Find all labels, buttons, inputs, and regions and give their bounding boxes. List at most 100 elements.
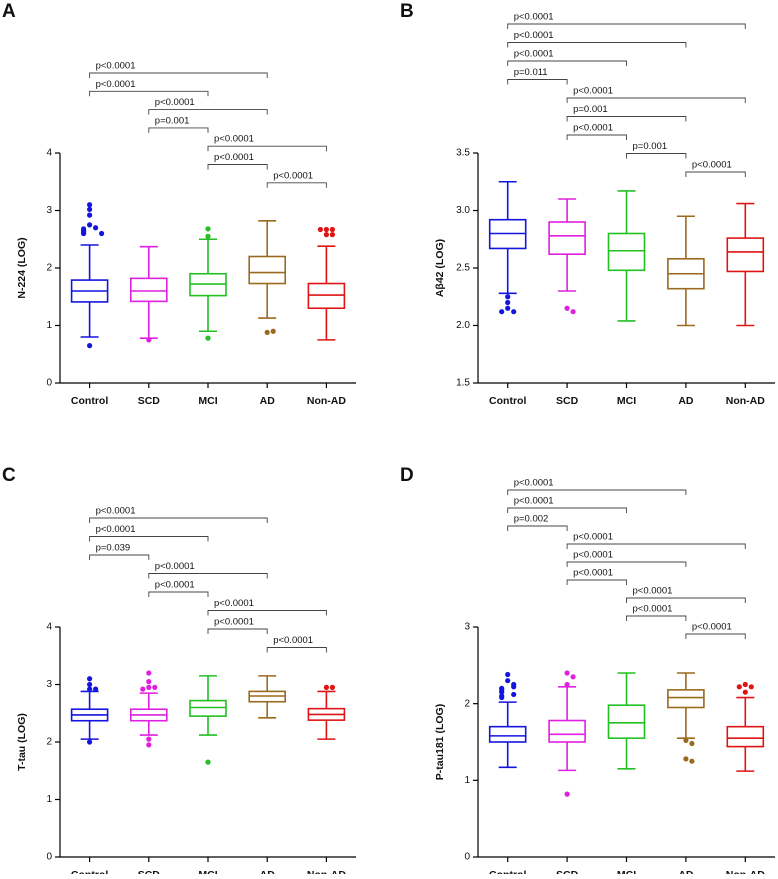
p-value-label: p<0.0001 xyxy=(214,152,254,163)
x-tick-label: Non-AD xyxy=(726,869,765,874)
significance-bracket xyxy=(266,647,327,653)
p-value-label: p<0.0001 xyxy=(96,61,136,72)
x-tick-label: AD xyxy=(260,395,276,407)
significance-bracket xyxy=(566,561,687,567)
outlier xyxy=(87,676,93,682)
significance-bracket xyxy=(626,597,746,603)
outlier xyxy=(146,742,152,748)
significance-bracket xyxy=(207,628,268,634)
outlier xyxy=(505,671,511,678)
p-value-label: p<0.0001 xyxy=(514,49,554,60)
p-value-label: p<0.0001 xyxy=(514,478,554,489)
x-tick-label: Non-AD xyxy=(726,395,765,407)
outlier xyxy=(205,226,211,232)
significance-bracket xyxy=(89,90,209,97)
significance-bracket xyxy=(89,517,268,523)
p-value-label: p<0.0001 xyxy=(692,622,732,633)
panel-label: A xyxy=(2,1,16,22)
outlier xyxy=(87,202,93,208)
p-value-label: p<0.0001 xyxy=(633,604,673,615)
significance-bracket xyxy=(626,153,687,159)
p-value-label: p<0.0001 xyxy=(273,170,313,181)
significance-bracket xyxy=(207,610,327,616)
outlier xyxy=(317,226,323,233)
outlier xyxy=(205,759,211,765)
outlier xyxy=(146,684,152,690)
y-tick-label: 3 xyxy=(46,205,52,216)
p-value-label: p<0.0001 xyxy=(692,160,732,171)
y-tick-label: 4 xyxy=(46,148,52,159)
y-tick-label: 0 xyxy=(46,852,52,863)
p-value-label: p<0.0001 xyxy=(96,506,136,517)
y-tick-label: 3 xyxy=(46,679,52,690)
y-tick-label: 2.0 xyxy=(456,320,470,331)
p-value-label: p<0.0001 xyxy=(214,598,254,609)
p-value-label: p=0.039 xyxy=(96,543,131,554)
outlier xyxy=(748,684,754,690)
x-tick-label: AD xyxy=(678,395,694,407)
panel-label: B xyxy=(400,1,414,22)
x-tick-label: AD xyxy=(260,869,276,874)
significance-bracket xyxy=(626,615,687,621)
box xyxy=(607,704,646,739)
outlier xyxy=(146,337,152,343)
p-value-label: p=0.002 xyxy=(514,514,549,525)
outlier xyxy=(323,232,329,238)
y-tick-label: 1 xyxy=(464,775,470,786)
outlier xyxy=(87,206,93,212)
x-tick-label: Non-AD xyxy=(307,869,346,874)
box xyxy=(726,725,765,748)
significance-bracket xyxy=(566,116,687,122)
outlier xyxy=(146,670,152,676)
outlier xyxy=(146,679,152,685)
p-value-label: p<0.0001 xyxy=(214,617,254,628)
y-tick-label: 1 xyxy=(46,320,52,331)
x-tick-label: MCI xyxy=(198,395,217,407)
y-tick-label: 1 xyxy=(46,794,52,805)
significance-bracket xyxy=(685,171,746,177)
outlier xyxy=(683,737,689,744)
outlier xyxy=(323,226,329,233)
y-tick-label: 3.0 xyxy=(456,205,470,216)
p-value-label: p=0.011 xyxy=(514,67,548,78)
p-value-label: p<0.0001 xyxy=(633,586,673,597)
box xyxy=(488,725,527,743)
outlier xyxy=(499,309,505,315)
outlier xyxy=(87,343,93,349)
outlier xyxy=(329,226,335,233)
y-tick-label: 2 xyxy=(46,737,52,748)
outlier xyxy=(505,299,511,306)
x-tick-label: SCD xyxy=(556,869,579,874)
outlier xyxy=(689,740,695,747)
x-tick-label: SCD xyxy=(138,395,161,407)
outlier xyxy=(689,758,695,764)
outlier xyxy=(87,681,93,688)
outlier xyxy=(152,684,158,690)
significance-bracket xyxy=(507,525,568,531)
y-tick-label: 0 xyxy=(46,378,52,389)
outlier xyxy=(87,212,93,218)
outlier xyxy=(564,791,570,797)
outlier xyxy=(683,756,689,762)
p-value-label: p<0.0001 xyxy=(155,561,195,572)
significance-bracket xyxy=(207,145,327,152)
significance-bracket xyxy=(566,97,746,103)
y-tick-label: 0 xyxy=(464,852,470,863)
x-tick-label: MCI xyxy=(617,869,636,874)
outlier xyxy=(205,335,211,341)
significance-bracket xyxy=(89,554,150,560)
outlier xyxy=(564,305,570,311)
p-value-label: p<0.0001 xyxy=(96,524,136,535)
box xyxy=(607,232,646,272)
p-value-label: p<0.0001 xyxy=(214,134,254,145)
p-value-label: p<0.0001 xyxy=(573,550,613,561)
significance-bracket xyxy=(566,579,627,585)
outlier xyxy=(570,674,576,680)
x-tick-label: Control xyxy=(71,869,108,874)
outlier xyxy=(505,305,511,311)
significance-bracket xyxy=(507,23,746,29)
y-axis-label: T-tau (LOG) xyxy=(16,713,28,771)
y-axis-label: N-224 (LOG) xyxy=(16,237,28,298)
outlier xyxy=(87,739,93,745)
significance-bracket xyxy=(685,633,746,639)
